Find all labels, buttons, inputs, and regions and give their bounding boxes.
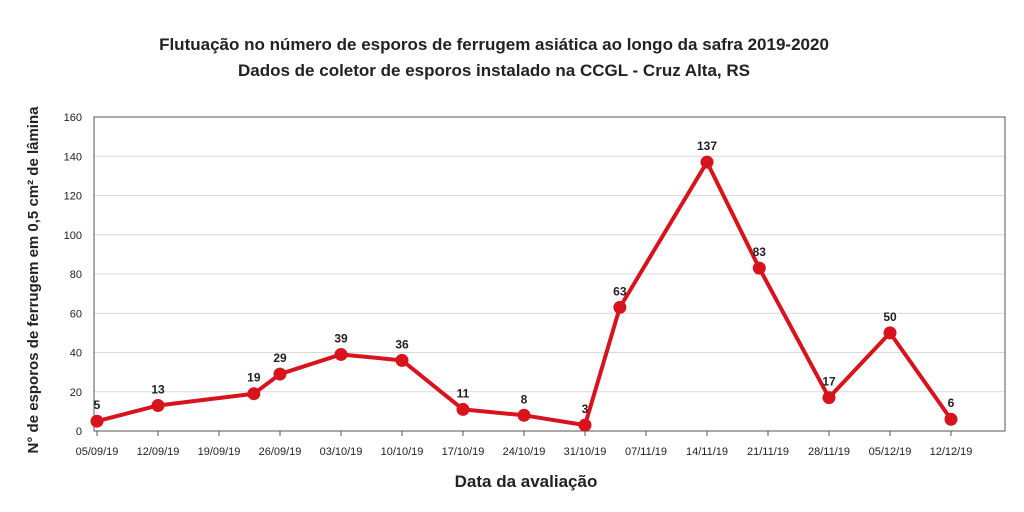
x-tick-label: 12/09/19 (137, 446, 180, 458)
data-points (90, 155, 958, 432)
data-label: 6 (948, 396, 955, 410)
y-tick-label: 120 (64, 191, 82, 203)
data-point (247, 387, 261, 401)
gridlines (94, 155, 1005, 393)
x-tick-label: 17/10/19 (442, 446, 485, 458)
data-point (90, 414, 104, 428)
x-tick-label: 10/10/19 (381, 446, 424, 458)
data-point (334, 347, 348, 361)
data-point (517, 408, 531, 422)
x-tick-label: 31/10/19 (564, 446, 607, 458)
y-tick-label: 0 (76, 426, 82, 438)
y-tick-label: 140 (64, 151, 82, 163)
x-tick-label: 03/10/19 (320, 446, 363, 458)
y-axis-label: N° de esporos de ferrugem em 0,5 cm² de … (25, 106, 42, 454)
x-tick-label: 05/12/19 (869, 446, 912, 458)
data-label: 83 (753, 245, 767, 259)
data-label: 63 (613, 284, 627, 298)
data-label: 36 (395, 337, 409, 351)
y-tick-label: 20 (70, 387, 82, 399)
plot-area-border (93, 116, 1006, 432)
data-label: 19 (247, 371, 261, 385)
data-label: 29 (273, 351, 287, 365)
y-tick-label: 160 (64, 112, 82, 124)
data-point (578, 418, 592, 432)
x-tick-label: 14/11/19 (686, 446, 728, 458)
y-tick-label: 40 (70, 348, 82, 360)
data-point (273, 367, 287, 381)
x-tick-label: 05/09/19 (76, 446, 119, 458)
data-point (456, 402, 470, 416)
x-tick-label: 24/10/19 (503, 446, 546, 458)
x-axis-label: Data da avaliação (455, 472, 598, 491)
data-label: 39 (334, 331, 348, 345)
x-tick-label: 26/09/19 (259, 446, 302, 458)
x-tick-label: 12/12/19 (930, 446, 973, 458)
chart-title: Flutuação no número de esporos de ferrug… (159, 35, 829, 54)
data-label: 17 (822, 375, 836, 389)
x-tick-label: 28/11/19 (808, 446, 850, 458)
x-tick-label: 19/09/19 (198, 446, 241, 458)
data-point (883, 326, 897, 340)
data-label: 5 (94, 398, 101, 412)
data-point (613, 300, 627, 314)
data-label: 11 (457, 386, 470, 400)
data-point (395, 353, 409, 367)
data-label: 13 (151, 382, 165, 396)
x-axis-ticks: 05/09/19 12/09/19 19/09/19 26/09/19 03/10/19… (76, 431, 973, 458)
data-point (822, 391, 836, 405)
x-tick-label: 07/11/19 (625, 446, 667, 458)
y-axis-ticks: 0 20 40 60 80 100 120 140 160 (64, 112, 82, 438)
data-point (752, 261, 766, 275)
y-tick-label: 100 (64, 230, 82, 242)
data-point (944, 412, 958, 426)
y-tick-label: 80 (70, 269, 82, 281)
data-point (151, 398, 165, 412)
x-tick-label: 21/11/19 (747, 446, 789, 458)
data-label: 137 (697, 139, 717, 153)
chart-subtitle: Dados de coletor de esporos instalado na… (238, 61, 750, 80)
data-label: 8 (521, 392, 528, 406)
data-label: 50 (883, 310, 897, 324)
y-tick-label: 60 (70, 308, 82, 320)
data-point (700, 155, 714, 169)
data-label: 3 (582, 402, 589, 416)
